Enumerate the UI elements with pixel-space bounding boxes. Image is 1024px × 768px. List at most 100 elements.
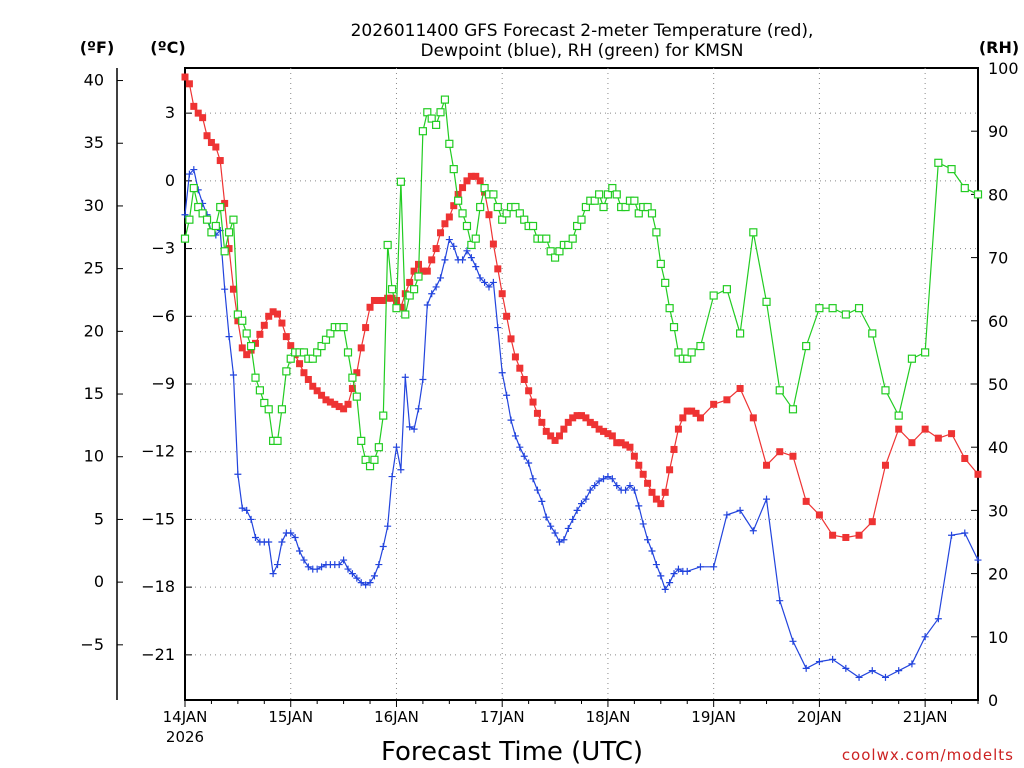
fahrenheit-tick-label: 5 bbox=[94, 509, 104, 528]
temperature-point bbox=[533, 409, 541, 417]
relative-humidity-point bbox=[264, 405, 273, 414]
temperature-point bbox=[238, 344, 246, 352]
temperature-point bbox=[309, 382, 317, 390]
temperature-point bbox=[569, 414, 577, 422]
dewpoint-point bbox=[547, 522, 555, 530]
temperature-point bbox=[181, 73, 189, 81]
temperature-point bbox=[278, 319, 286, 327]
relative-humidity-point bbox=[841, 310, 850, 319]
temperature-point bbox=[318, 391, 326, 399]
dewpoint-point bbox=[494, 324, 502, 332]
temperature-point bbox=[511, 353, 519, 361]
temperature-point bbox=[921, 425, 929, 433]
relative-humidity-point bbox=[467, 240, 476, 250]
temperature-point bbox=[335, 403, 343, 411]
relative-humidity-point bbox=[277, 405, 287, 414]
temperature-point bbox=[260, 321, 268, 329]
fahrenheit-tick-label: 10 bbox=[84, 447, 104, 466]
relative-humidity-point bbox=[454, 196, 463, 205]
temperature-point bbox=[626, 443, 634, 451]
dewpoint-point bbox=[635, 502, 643, 510]
rh-tick-label: 90 bbox=[988, 122, 1008, 141]
temperature-point bbox=[503, 312, 511, 320]
temperature-point bbox=[476, 177, 484, 185]
dewpoint-point bbox=[829, 655, 837, 663]
fahrenheit-tick-label: 20 bbox=[84, 321, 104, 340]
temperature-point bbox=[710, 400, 718, 408]
relative-humidity-point bbox=[661, 278, 670, 287]
rh-tick-label: 50 bbox=[988, 375, 1008, 394]
relative-humidity-point bbox=[542, 234, 551, 243]
relative-humidity-point bbox=[220, 247, 229, 256]
x-tick-label: 20JAN bbox=[797, 708, 842, 726]
relative-humidity-point bbox=[339, 323, 348, 332]
chart-title-line1: 2026011400 GFS Forecast 2-meter Temperat… bbox=[351, 21, 814, 41]
temperature-point bbox=[265, 312, 273, 320]
dewpoint-point bbox=[278, 538, 286, 546]
temperature-point bbox=[472, 172, 480, 180]
dewpoint-point bbox=[348, 570, 356, 578]
relative-humidity-point bbox=[326, 329, 335, 338]
temperature-point bbox=[348, 385, 356, 393]
dewpoint-point bbox=[595, 477, 603, 485]
rh-tick-label: 30 bbox=[988, 501, 1008, 520]
relative-humidity-point bbox=[599, 202, 608, 212]
dewpoint-point bbox=[304, 563, 312, 571]
dewpoint-point bbox=[379, 543, 387, 551]
temperature-point bbox=[419, 267, 427, 275]
temperature-point bbox=[225, 245, 233, 253]
celsius-tick-label: −3 bbox=[151, 239, 175, 258]
temperature-point bbox=[600, 427, 608, 435]
temperature-point bbox=[736, 385, 744, 393]
dewpoint-point bbox=[533, 486, 541, 494]
dewpoint-point bbox=[251, 533, 259, 541]
dewpoint-point bbox=[375, 561, 383, 569]
dewpoint-point bbox=[388, 473, 396, 481]
relative-humidity-point bbox=[361, 455, 370, 464]
temperature-point bbox=[763, 461, 771, 469]
dewpoint-point bbox=[516, 443, 524, 451]
relative-humidity-point bbox=[921, 348, 930, 357]
relative-humidity-point bbox=[348, 373, 357, 382]
relative-humidity-point bbox=[674, 348, 683, 357]
dewpoint-point bbox=[674, 565, 682, 573]
relative-humidity-point bbox=[432, 120, 441, 129]
dewpoint-point bbox=[428, 290, 436, 298]
fahrenheit-tick-label: 35 bbox=[84, 133, 104, 152]
dewpoint-point bbox=[789, 637, 797, 645]
temperature-point bbox=[379, 296, 387, 304]
temperature-point bbox=[287, 342, 295, 350]
temperature-point bbox=[406, 278, 414, 286]
temperature-point bbox=[243, 351, 251, 359]
temperature-point bbox=[384, 294, 392, 302]
fahrenheit-tick-label: 40 bbox=[84, 71, 104, 90]
relative-humidity-point bbox=[194, 202, 203, 212]
relative-humidity-point bbox=[568, 234, 577, 243]
relative-humidity-point bbox=[383, 240, 392, 250]
series-relative-humidity bbox=[180, 95, 983, 471]
relative-humidity-point bbox=[647, 209, 657, 218]
relative-humidity-point bbox=[352, 392, 361, 401]
relative-humidity-point bbox=[550, 253, 560, 262]
temperature-point bbox=[353, 369, 361, 377]
relative-humidity-point bbox=[502, 209, 511, 218]
temperature-point bbox=[555, 432, 563, 440]
dewpoint-point bbox=[974, 556, 982, 564]
relative-humidity-point bbox=[498, 215, 507, 224]
temperature-point bbox=[617, 439, 625, 447]
relative-humidity-point bbox=[480, 183, 489, 193]
relative-humidity-point bbox=[577, 215, 586, 224]
fahrenheit-tick-label: −5 bbox=[80, 635, 104, 654]
dewpoint-point bbox=[763, 495, 771, 503]
relative-humidity-point bbox=[630, 196, 639, 205]
dewpoint-point bbox=[335, 561, 343, 569]
relative-humidity-point bbox=[471, 234, 480, 243]
fahrenheit-tick-label: 0 bbox=[94, 572, 104, 591]
temperature-point bbox=[608, 432, 616, 440]
relative-humidity-point bbox=[396, 177, 405, 186]
rh-tick-label: 40 bbox=[988, 438, 1008, 457]
rh-tick-label: 70 bbox=[988, 249, 1008, 268]
dewpoint-point bbox=[265, 538, 273, 546]
dewpoint-point bbox=[520, 452, 528, 460]
dewpoint-point bbox=[511, 432, 519, 440]
